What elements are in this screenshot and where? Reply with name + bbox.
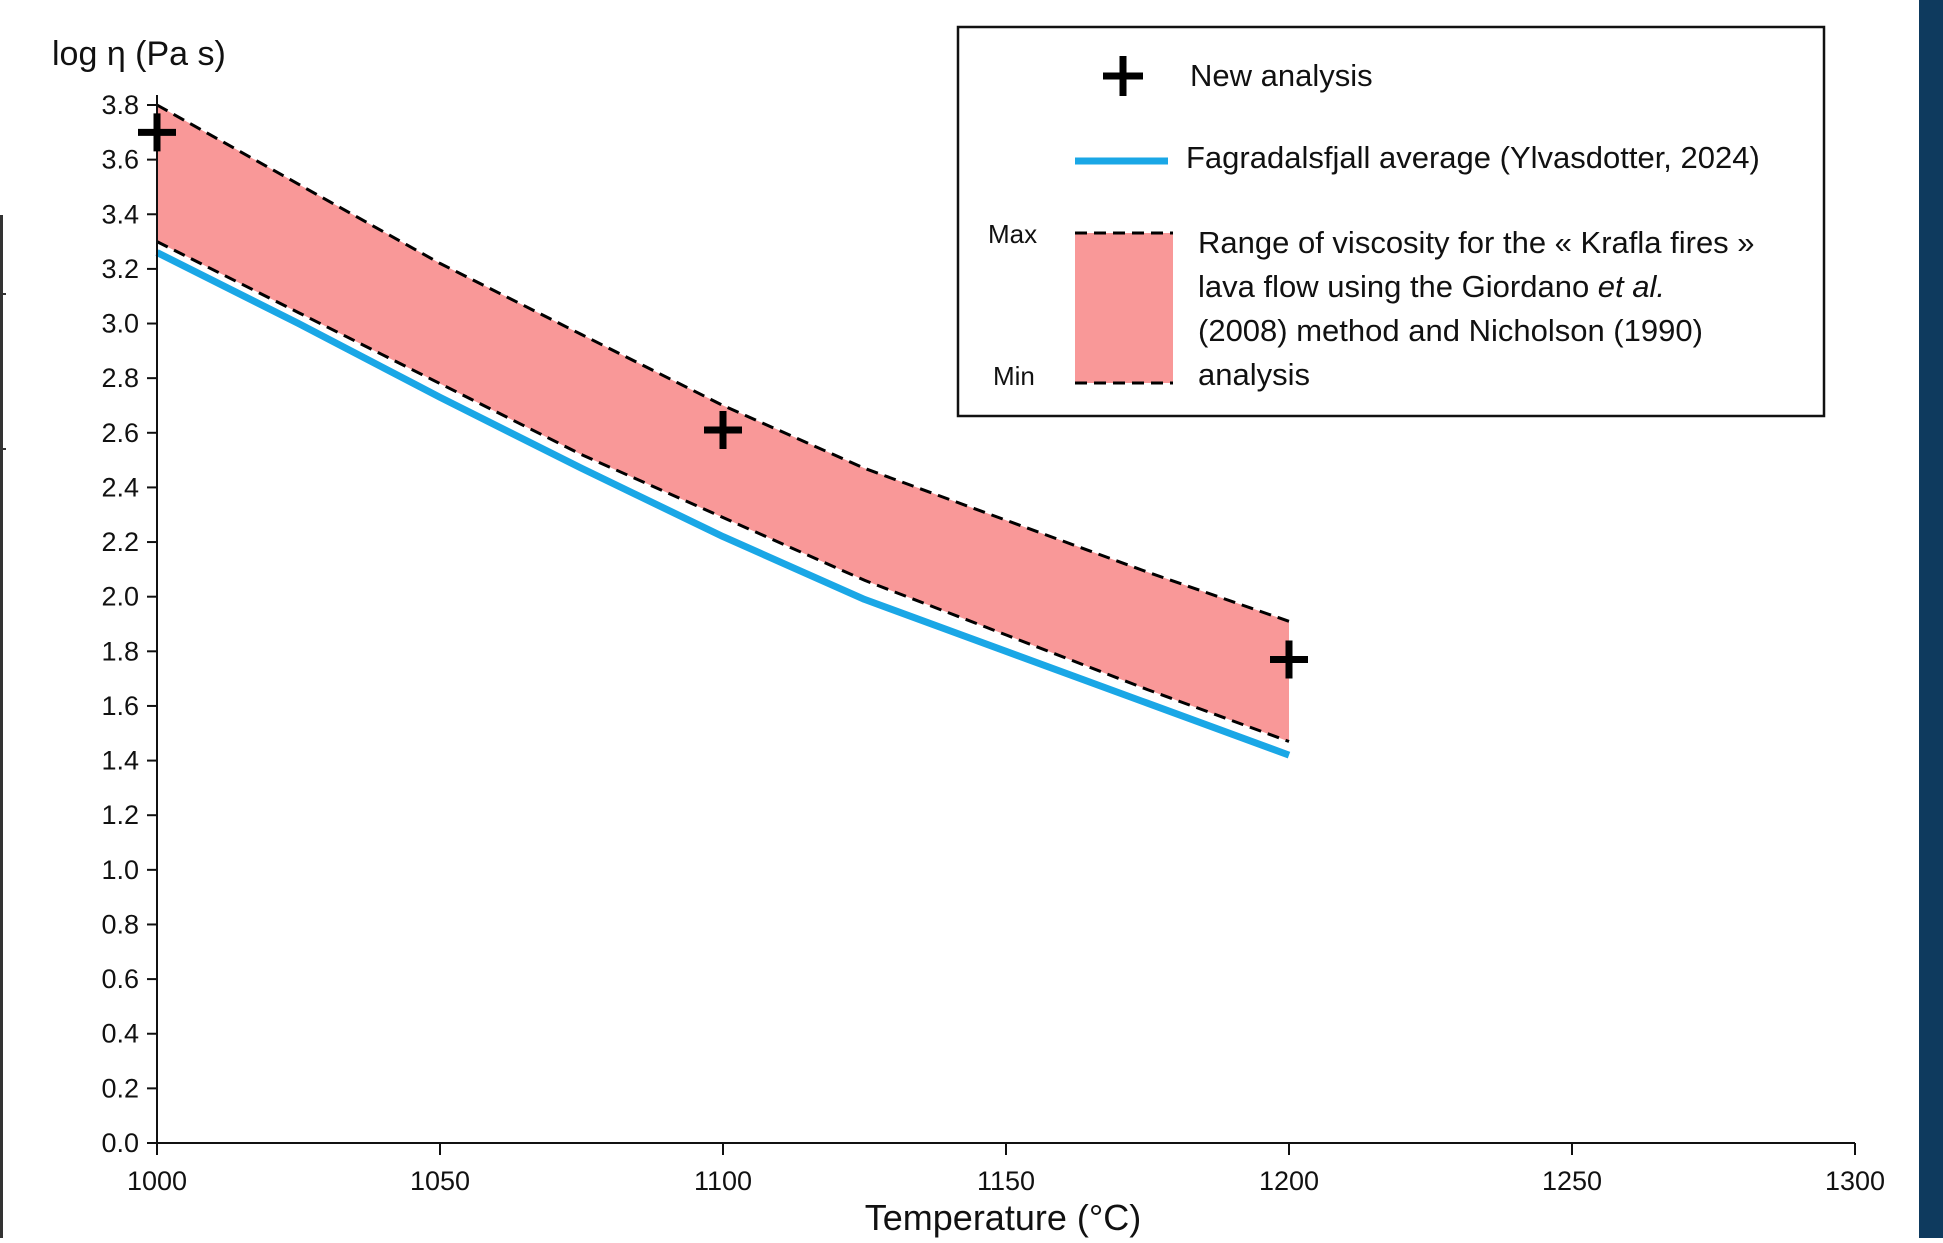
x-tick-label: 1150 xyxy=(977,1166,1035,1196)
y-tick-label: 0.8 xyxy=(101,909,139,939)
legend-range-line-1: Range of viscosity for the « Krafla fire… xyxy=(1198,225,1755,260)
right-edge-strip xyxy=(1919,0,1943,1238)
x-tick-label: 1200 xyxy=(1259,1166,1319,1196)
legend: New analysis Fagradalsfjall average (Ylv… xyxy=(956,25,1826,418)
y-tick-label: 2.0 xyxy=(101,582,139,612)
y-tick-label: 1.2 xyxy=(101,800,139,830)
legend-range-line-3: (2008) method and Nicholson (1990) xyxy=(1198,313,1703,348)
legend-range-max-label: Max xyxy=(988,219,1037,249)
new-analysis-marker xyxy=(1270,640,1308,679)
legend-range-swatch xyxy=(1075,233,1173,383)
axes-layer: 1000 1050 1100 1150 1200 1250 1300 0.0 0.2 0.4 0.6… xyxy=(101,90,1885,1196)
range-band-max-edge xyxy=(156,103,1290,623)
left-edge-tick xyxy=(0,293,6,295)
series-line-layer xyxy=(155,249,1291,759)
range-band-min-edge xyxy=(156,240,1290,743)
x-tick-label: 1050 xyxy=(410,1166,470,1196)
y-tick-label: 0.0 xyxy=(101,1128,139,1158)
new-analysis-marker xyxy=(704,411,742,450)
legend-new-analysis-label: New analysis xyxy=(1190,58,1373,93)
legend-range-min-label: Min xyxy=(993,361,1035,391)
y-tick-label: 2.4 xyxy=(101,472,139,502)
x-tick-label: 1100 xyxy=(694,1166,752,1196)
marker-layer xyxy=(138,113,1308,679)
y-tick-label: 1.4 xyxy=(101,746,139,776)
y-tick-label: 3.4 xyxy=(101,199,139,229)
x-tick-label: 1300 xyxy=(1825,1166,1885,1196)
fagradalsfjall-average-line xyxy=(155,249,1291,759)
y-tick-label: 0.6 xyxy=(101,964,139,994)
y-tick-label: 2.6 xyxy=(101,418,139,448)
y-tick-label: 0.4 xyxy=(101,1019,139,1049)
x-axis-title: Temperature (°C) xyxy=(865,1197,1141,1238)
legend-range-line-2-text: lava flow using the Giordano xyxy=(1198,269,1598,304)
y-tick-label: 2.8 xyxy=(101,363,139,393)
y-tick-label: 3.2 xyxy=(101,254,139,284)
x-tick-label: 1000 xyxy=(127,1166,187,1196)
y-tick-label: 1.0 xyxy=(101,855,139,885)
legend-new-analysis-marker xyxy=(1103,56,1143,96)
legend-range-line-4: analysis xyxy=(1198,357,1310,392)
left-edge-tick xyxy=(0,448,6,450)
y-axis-title: log η (Pa s) xyxy=(52,35,226,73)
left-edge-frame xyxy=(0,215,9,1238)
y-tick-label: 3.6 xyxy=(101,145,139,175)
y-tick-label: 0.2 xyxy=(101,1073,139,1103)
y-tick-label: 1.6 xyxy=(101,691,139,721)
legend-range-line-2: lava flow using the Giordano et al. xyxy=(1198,269,1665,304)
legend-range-line-2-italic: et al. xyxy=(1598,269,1665,304)
y-tick-label: 2.2 xyxy=(101,527,139,557)
y-tick-label: 3.0 xyxy=(101,309,139,339)
legend-fagradalsfjall-label: Fagradalsfjall average (Ylvasdotter, 202… xyxy=(1186,140,1760,175)
y-tick-label: 1.8 xyxy=(101,636,139,666)
y-tick-label: 3.8 xyxy=(101,90,139,120)
x-tick-label: 1250 xyxy=(1542,1166,1602,1196)
new-analysis-marker xyxy=(138,113,176,152)
